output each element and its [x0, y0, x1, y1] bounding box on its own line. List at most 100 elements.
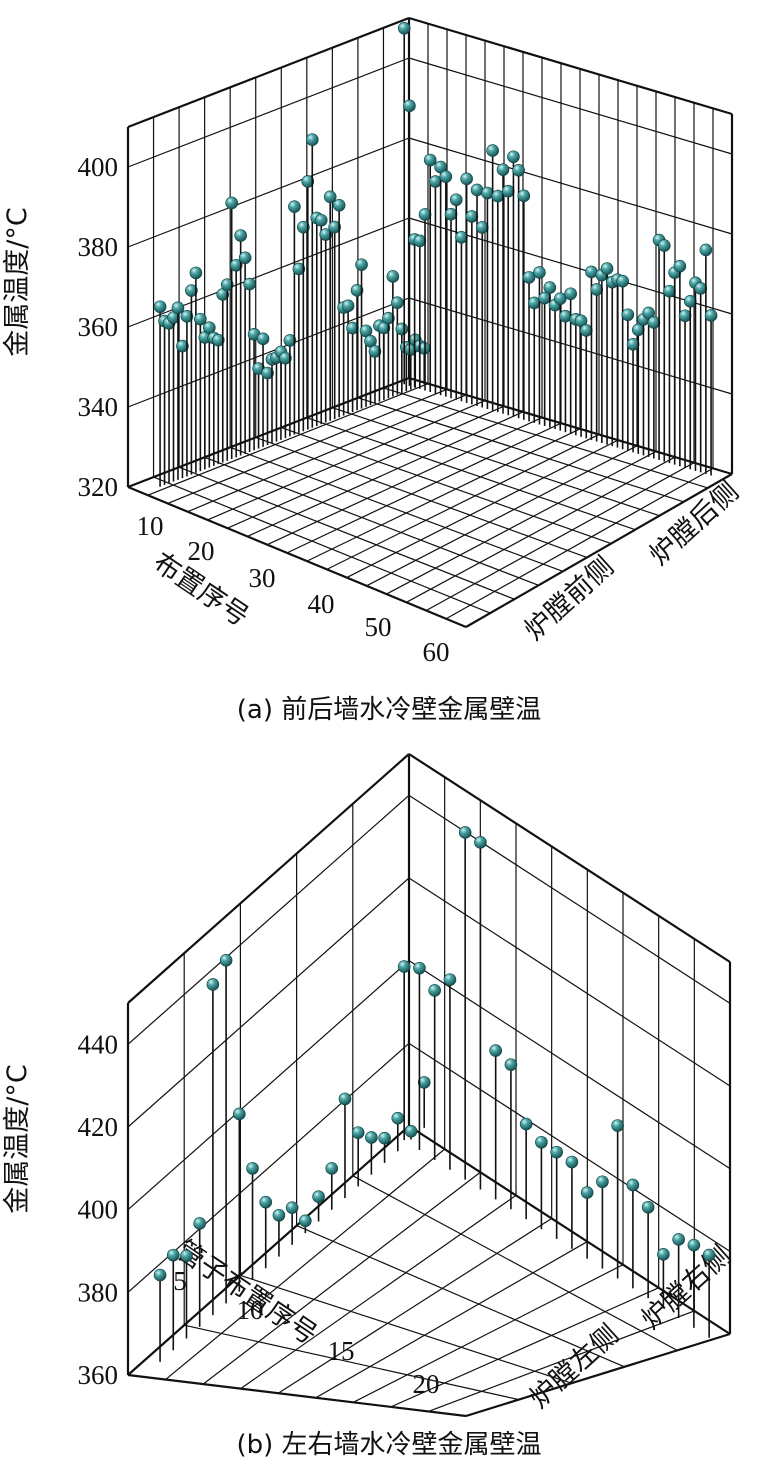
data-point: [234, 229, 247, 242]
wall-gridline: [408, 877, 731, 1087]
data-point: [550, 1145, 563, 1159]
z-tick-label: 400: [78, 152, 119, 182]
data-point: [153, 300, 167, 314]
data-point: [533, 266, 546, 279]
data-point: [501, 184, 515, 198]
data-point: [489, 1044, 502, 1057]
data-point: [259, 1195, 273, 1209]
wall-gridline: [408, 1042, 731, 1252]
floor-gridline: [352, 1175, 678, 1351]
data-point: [616, 274, 629, 288]
frame-edge: [127, 1373, 467, 1418]
data-point: [346, 321, 359, 335]
floor-gridline: [204, 456, 539, 586]
wall-gridline: [408, 137, 733, 235]
data-point: [683, 294, 697, 308]
x-ticks: 5 10 15 20: [173, 1266, 439, 1399]
data-point: [397, 960, 411, 973]
floor-gridline: [240, 1274, 572, 1384]
data-point: [626, 1178, 640, 1192]
frame-edge: [127, 16, 410, 129]
data-point: [256, 332, 270, 346]
data-point: [600, 262, 614, 275]
data-point: [641, 1200, 655, 1214]
data-point: [512, 163, 525, 177]
data-marks: [153, 826, 716, 1362]
data-point: [211, 333, 225, 347]
data-point: [301, 175, 315, 188]
data-point: [246, 1162, 259, 1175]
data-point: [292, 262, 306, 276]
data-point: [564, 287, 577, 301]
data-point: [702, 1248, 716, 1262]
data-point: [395, 322, 409, 336]
floor-gridline: [306, 417, 636, 531]
data-point: [166, 1248, 180, 1262]
floor-gridline: [346, 439, 619, 579]
x-tick-label: 20: [413, 1369, 440, 1399]
data-point: [378, 1131, 391, 1145]
wall-gridline: [408, 57, 733, 155]
data-point: [404, 1124, 418, 1138]
z-ticks: 360 380 400 420 440: [78, 1029, 119, 1390]
data-point: [193, 1217, 206, 1230]
data-point: [341, 299, 355, 313]
data-point: [678, 309, 692, 323]
data-point: [219, 954, 233, 967]
floor-grid: [165, 1148, 695, 1413]
floor-gridline: [315, 1241, 588, 1399]
data-point: [319, 228, 333, 241]
data-point: [580, 1186, 594, 1199]
data-point: [194, 312, 207, 326]
data-point: [507, 150, 520, 164]
wall-gridline: [408, 960, 731, 1170]
data-point: [474, 836, 487, 849]
data-point: [171, 301, 185, 315]
wall-gridline: [127, 217, 410, 328]
data-point: [647, 316, 661, 329]
data-point: [365, 1131, 378, 1144]
data-point: [261, 366, 274, 380]
data-point: [460, 172, 473, 186]
x-tick-label: 50: [365, 612, 392, 642]
z-tick-label: 320: [78, 472, 119, 502]
data-point: [355, 258, 368, 271]
data-point: [418, 208, 432, 221]
floor-gridline: [207, 400, 486, 521]
axes-frame: [126, 753, 732, 1418]
data-point: [382, 311, 395, 325]
data-point: [225, 196, 239, 210]
wall-gridline: [127, 794, 410, 1045]
floor-gridline: [357, 397, 684, 503]
data-point: [687, 1238, 701, 1252]
z-axis-label: 金属温度/°C: [2, 1064, 33, 1213]
data-point: [288, 200, 301, 213]
data-point: [413, 961, 426, 975]
floor-gridline: [277, 1217, 552, 1394]
data-point: [439, 170, 453, 183]
z-ticks: 320 340 360 380 400: [78, 152, 119, 502]
data-point: [465, 210, 479, 223]
frame-edge: [127, 485, 467, 629]
floor-gridline: [165, 1148, 446, 1381]
floor-gridline: [281, 426, 612, 545]
floor-gridline: [326, 433, 600, 570]
z-tick-label: 380: [78, 1277, 119, 1307]
x-axis-label: 管子布置序号: [171, 1235, 323, 1351]
floor-gridline: [229, 446, 563, 572]
data-point: [233, 1107, 246, 1121]
wall-gridline: [127, 960, 410, 1211]
data-point: [458, 826, 472, 839]
data-point: [443, 973, 457, 986]
floor-gridline: [366, 445, 638, 587]
data-point: [579, 324, 593, 337]
floor-gridline: [353, 1264, 624, 1403]
data-point: [391, 1111, 405, 1125]
data-point: [397, 21, 411, 35]
y-tick-label: 炉膛后侧: [644, 476, 745, 571]
floor-gridline: [306, 428, 581, 562]
axes-frame: [126, 16, 734, 629]
